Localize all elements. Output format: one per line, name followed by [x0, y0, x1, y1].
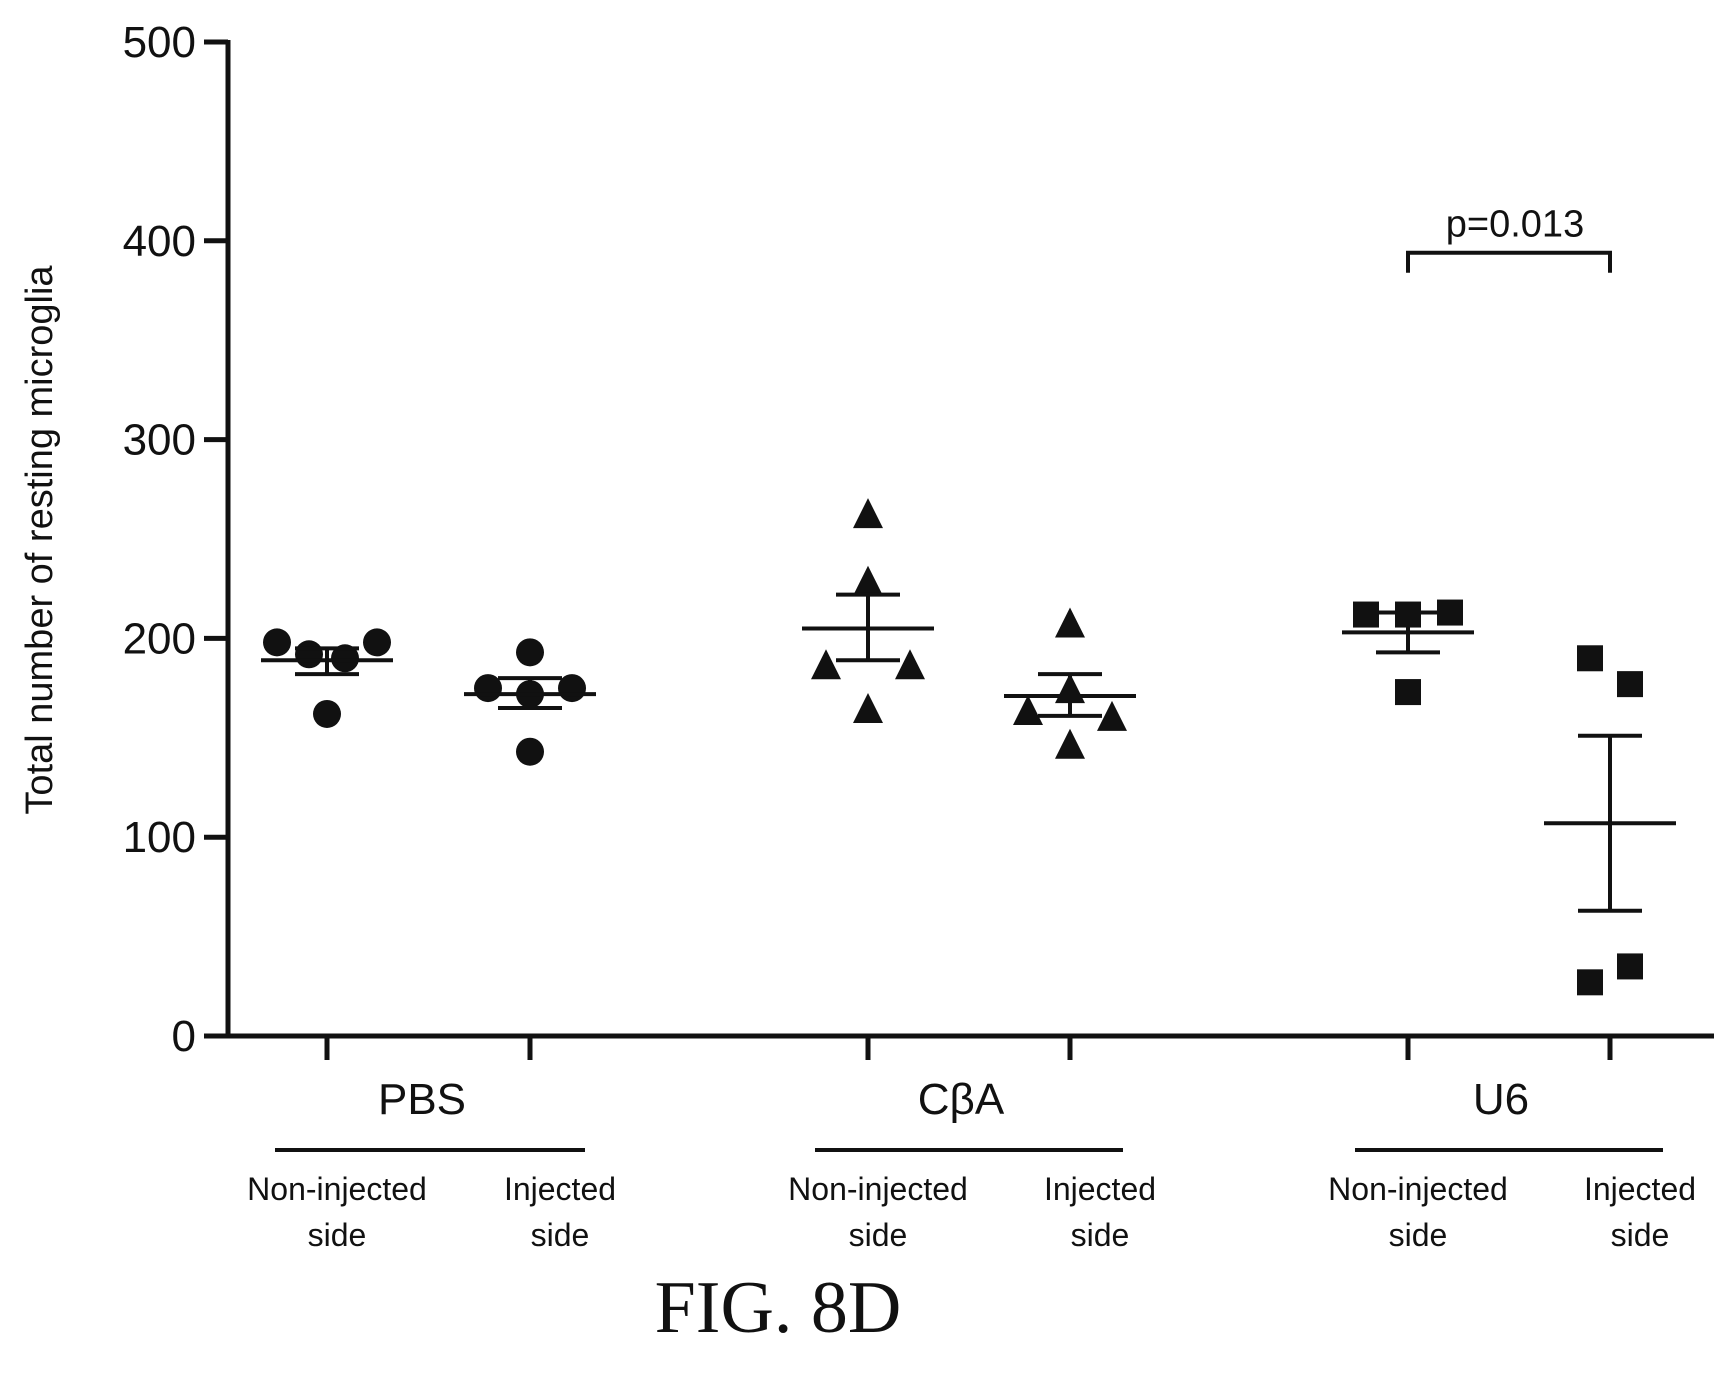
data-point — [1617, 671, 1643, 698]
condition-label: Non-injected — [1328, 1171, 1508, 1207]
data-point — [853, 498, 883, 529]
group-label: U6 — [1473, 1075, 1529, 1124]
data-point — [853, 565, 883, 596]
condition-label: side — [1611, 1217, 1670, 1253]
axes: 0 100 200 300 400 500 — [123, 18, 1714, 1061]
data-point — [1097, 700, 1127, 731]
data-point — [295, 640, 323, 669]
data-point — [853, 692, 883, 723]
data-point — [1013, 694, 1043, 725]
data-point — [1577, 969, 1603, 996]
y-axis-label: Total number of resting microglia — [19, 265, 61, 815]
condition-label: side — [531, 1217, 590, 1253]
group-label: PBS — [378, 1075, 466, 1124]
data-point — [1055, 607, 1085, 638]
data-point — [363, 628, 391, 657]
y-tick-label: 200 — [123, 614, 196, 663]
data-point — [516, 737, 544, 766]
condition-label: Injected — [504, 1171, 616, 1207]
y-tick-label: 400 — [123, 217, 196, 266]
data-point — [558, 674, 586, 703]
data-point — [811, 649, 841, 680]
condition-label: Non-injected — [247, 1171, 427, 1207]
data-point — [1577, 645, 1603, 672]
data-point — [895, 649, 925, 680]
figure-label: FIG. 8D — [655, 1267, 902, 1349]
condition-label: Injected — [1584, 1171, 1696, 1207]
data-point — [263, 628, 291, 657]
data-point — [1437, 599, 1463, 626]
data-point — [1617, 953, 1643, 980]
condition-label: side — [1071, 1217, 1130, 1253]
data-point — [516, 638, 544, 667]
data-point — [1055, 728, 1085, 759]
y-tick-label: 300 — [123, 416, 196, 465]
category-labels: Non-injected side Injected side PBS Non-injec… — [247, 1075, 1696, 1253]
data-point — [313, 699, 341, 728]
data-point — [474, 674, 502, 703]
y-tick-label: 500 — [123, 18, 196, 67]
significance-bracket — [1406, 250, 1612, 273]
p-value-annotation: p=0.013 — [1446, 204, 1584, 246]
condition-label: side — [1389, 1217, 1448, 1253]
data-point — [1353, 601, 1379, 628]
data-marks: p=0.013 — [261, 204, 1676, 996]
condition-label: side — [308, 1217, 367, 1253]
condition-label: Non-injected — [788, 1171, 968, 1207]
group-label: CβA — [918, 1075, 1005, 1124]
y-tick-label: 100 — [123, 813, 196, 862]
condition-label: Injected — [1044, 1171, 1156, 1207]
data-point — [1395, 679, 1421, 706]
condition-label: side — [849, 1217, 908, 1253]
y-tick-label: 0 — [172, 1012, 196, 1061]
